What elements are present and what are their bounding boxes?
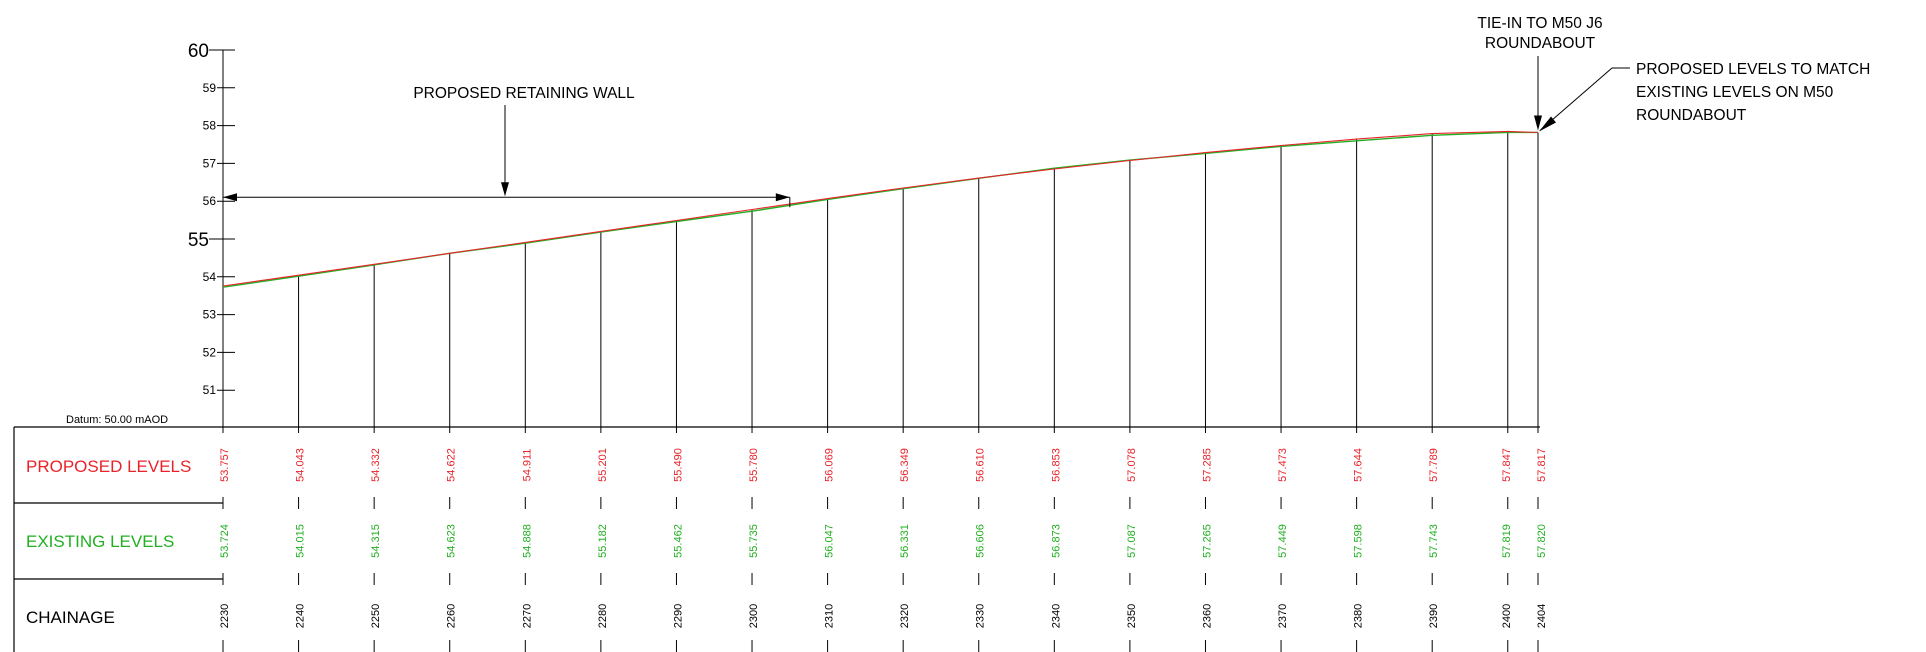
proposed-level-2350: 57.078 [1126, 448, 1138, 482]
level-tick-label-53: 53 [203, 308, 217, 322]
existing-level-2350: 57.087 [1126, 524, 1138, 558]
chainage-label-2230: 2230 [219, 604, 231, 628]
match-label-line-3: ROUNDABOUT [1636, 107, 1747, 124]
chainage-label-2320: 2320 [899, 604, 911, 628]
proposed-level-2250: 54.332 [370, 448, 382, 482]
chainage-label-2290: 2290 [672, 604, 684, 628]
existing-level-2360: 57.265 [1201, 524, 1213, 558]
existing-level-2250: 54.315 [370, 524, 382, 558]
proposed-level-2360: 57.285 [1201, 448, 1213, 482]
chainage-label-2250: 2250 [370, 604, 382, 628]
chainage-label-2380: 2380 [1353, 604, 1365, 628]
chainage-label-2300: 2300 [748, 604, 760, 628]
datum-label: Datum: 50.00 mAOD [66, 414, 168, 426]
tie-in-label-line-1: TIE-IN TO M50 J6 [1477, 15, 1602, 32]
existing-level-2280: 55.182 [597, 524, 609, 558]
retaining-wall-label: PROPOSED RETAINING WALL [413, 85, 635, 102]
existing-level-2300: 55.735 [748, 524, 760, 558]
chainage-label-2350: 2350 [1126, 604, 1138, 628]
proposed-level-2330: 56.610 [975, 448, 987, 482]
existing-level-2390: 57.743 [1428, 524, 1440, 558]
chainage-label-2390: 2390 [1428, 604, 1440, 628]
chainage-label-2404: 2404 [1536, 604, 1548, 628]
match-leader [1539, 67, 1630, 131]
retaining-wall-leader-arrow [501, 182, 509, 197]
level-tick-label-52: 52 [203, 345, 217, 359]
level-tick-label-51: 51 [203, 383, 217, 397]
proposed-level-2400: 57.847 [1501, 448, 1513, 482]
existing-level-2380: 57.598 [1353, 524, 1365, 558]
chainage-label-2280: 2280 [597, 604, 609, 628]
existing-level-2270: 54.888 [521, 524, 533, 558]
proposed-level-2260: 54.622 [446, 448, 458, 482]
level-tick-label-56: 56 [203, 194, 217, 208]
level-tick-label-57: 57 [203, 156, 217, 170]
existing-levels-line [222, 131, 1538, 288]
chainage-label-2260: 2260 [446, 604, 458, 628]
proposed-levels-row-label: PROPOSED LEVELS [26, 457, 191, 476]
proposed-level-2390: 57.789 [1428, 448, 1440, 482]
existing-level-2370: 57.449 [1277, 524, 1289, 558]
proposed-level-2300: 55.780 [748, 448, 760, 482]
match-leader-arrow [1539, 116, 1556, 132]
proposed-levels-line [222, 130, 1539, 287]
existing-level-2330: 56.606 [975, 524, 987, 558]
chainage-label-2370: 2370 [1277, 604, 1289, 628]
existing-level-2404: 57.820 [1536, 524, 1548, 558]
proposed-level-2404: 57.817 [1536, 448, 1548, 482]
existing-levels-row-label: EXISTING LEVELS [26, 532, 174, 551]
level-tick-label-60: 60 [188, 41, 209, 62]
level-tick-label-54: 54 [203, 270, 217, 284]
proposed-level-2280: 55.201 [597, 448, 609, 482]
proposed-level-2340: 56.853 [1050, 448, 1062, 482]
match-label-line-2: EXISTING LEVELS ON M50 [1636, 84, 1834, 101]
existing-level-2260: 54.623 [446, 524, 458, 558]
existing-level-2400: 57.819 [1501, 524, 1513, 558]
existing-level-2240: 54.015 [295, 524, 307, 558]
level-tick-label-55: 55 [188, 230, 209, 251]
chainage-label-2360: 2360 [1201, 604, 1213, 628]
proposed-level-2370: 57.473 [1277, 448, 1289, 482]
chainage-row-label: CHAINAGE [26, 608, 115, 627]
level-tick-label-58: 58 [203, 119, 217, 133]
existing-level-2230: 53.724 [219, 524, 231, 558]
chainage-label-2340: 2340 [1050, 604, 1062, 628]
tie-in-label-line-2: ROUNDABOUT [1485, 35, 1596, 52]
existing-level-2340: 56.873 [1050, 524, 1062, 558]
existing-level-2310: 56.047 [824, 524, 836, 558]
existing-level-2290: 55.462 [672, 524, 684, 558]
proposed-level-2380: 57.644 [1353, 448, 1365, 482]
proposed-level-2240: 54.043 [295, 448, 307, 482]
existing-level-2320: 56.331 [899, 524, 911, 558]
annotations: PROPOSED RETAINING WALL TIE-IN TO M50 J6… [223, 15, 1870, 208]
chainage-label-2270: 2270 [521, 604, 533, 628]
proposed-level-2310: 56.069 [824, 448, 836, 482]
chainage-label-2240: 2240 [295, 604, 307, 628]
level-tick-label-59: 59 [203, 81, 217, 95]
chainage-label-2400: 2400 [1501, 604, 1513, 628]
tie-in-leader-arrow [1534, 115, 1542, 131]
retaining-wall-start-arrow [223, 193, 237, 202]
level-axis: 51 52 53 54 55 56 57 58 59 60 [188, 41, 235, 428]
chainage-label-2310: 2310 [824, 604, 836, 628]
retaining-wall-end-arrow [775, 193, 790, 202]
proposed-level-2290: 55.490 [672, 448, 684, 482]
level-table: PROPOSED LEVELS EXISTING LEVELS CHAINAGE… [13, 414, 1548, 652]
proposed-level-2270: 54.911 [521, 449, 533, 482]
proposed-level-2320: 56.349 [899, 448, 911, 482]
match-label-line-1: PROPOSED LEVELS TO MATCH [1636, 61, 1870, 78]
chainage-label-2330: 2330 [975, 604, 987, 628]
profile-marks [222, 130, 1539, 427]
proposed-level-2230: 53.757 [219, 448, 231, 482]
